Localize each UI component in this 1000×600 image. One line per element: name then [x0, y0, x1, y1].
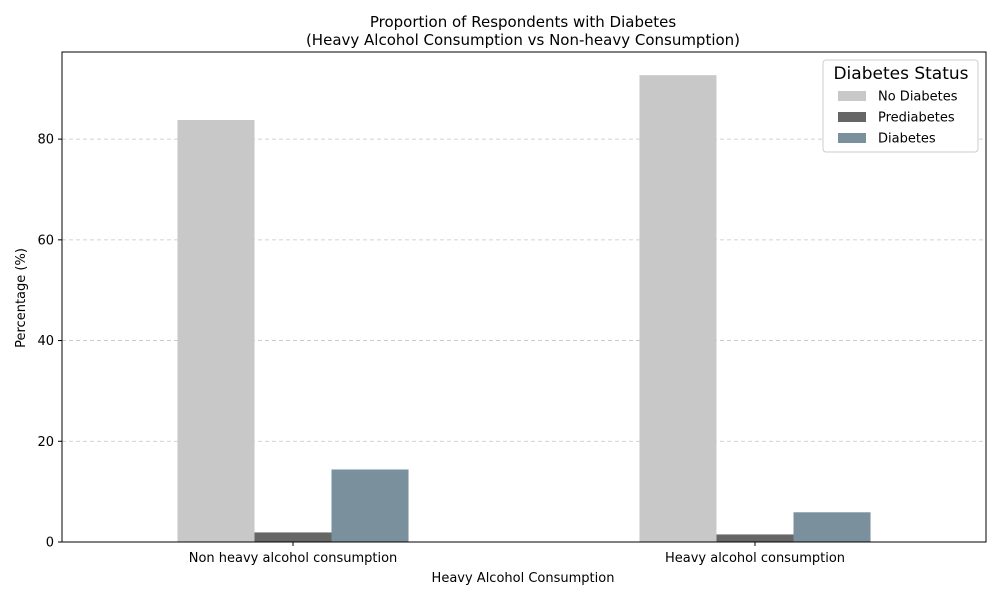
x-tick-label: Non heavy alcohol consumption [189, 551, 398, 566]
y-tick-label: 20 [37, 435, 54, 450]
chart-subtitle: (Heavy Alcohol Consumption vs Non-heavy … [306, 31, 740, 49]
y-tick-label: 40 [37, 334, 54, 349]
legend-swatch [838, 91, 866, 101]
x-axis-label: Heavy Alcohol Consumption [432, 571, 615, 586]
legend-label: Diabetes [878, 132, 936, 147]
bars [177, 75, 871, 543]
legend-swatch [838, 112, 866, 122]
legend-items: No Diabetes Prediabetes Diabetes [838, 90, 958, 147]
legend: Diabetes Status No Diabetes Prediabetes Di… [822, 59, 979, 153]
y-tick-label: 0 [46, 536, 54, 551]
y-axis-ticks: 0 20 40 60 80 [37, 133, 62, 551]
bar-diabetes [331, 469, 409, 542]
bar-prediabetes [716, 534, 794, 542]
legend-swatch [838, 133, 866, 143]
y-tick-label: 60 [37, 233, 54, 248]
x-tick-label: Heavy alcohol consumption [665, 551, 845, 566]
bar-no-diabetes [639, 75, 717, 542]
bar-diabetes [793, 512, 871, 542]
y-tick-label: 80 [37, 133, 54, 148]
x-axis-ticks: Non heavy alcohol consumption Heavy alcoh… [189, 542, 845, 566]
legend-label: No Diabetes [878, 90, 958, 105]
legend-title: Diabetes Status [833, 64, 968, 84]
plot-frame [61, 51, 987, 543]
chart-title: Proportion of Respondents with Diabetes [370, 13, 676, 31]
bar-no-diabetes [177, 119, 255, 543]
legend-box [822, 59, 979, 153]
y-axis-label: Percentage (%) [14, 248, 29, 348]
legend-label: Prediabetes [878, 111, 955, 126]
bar-prediabetes [254, 532, 332, 542]
